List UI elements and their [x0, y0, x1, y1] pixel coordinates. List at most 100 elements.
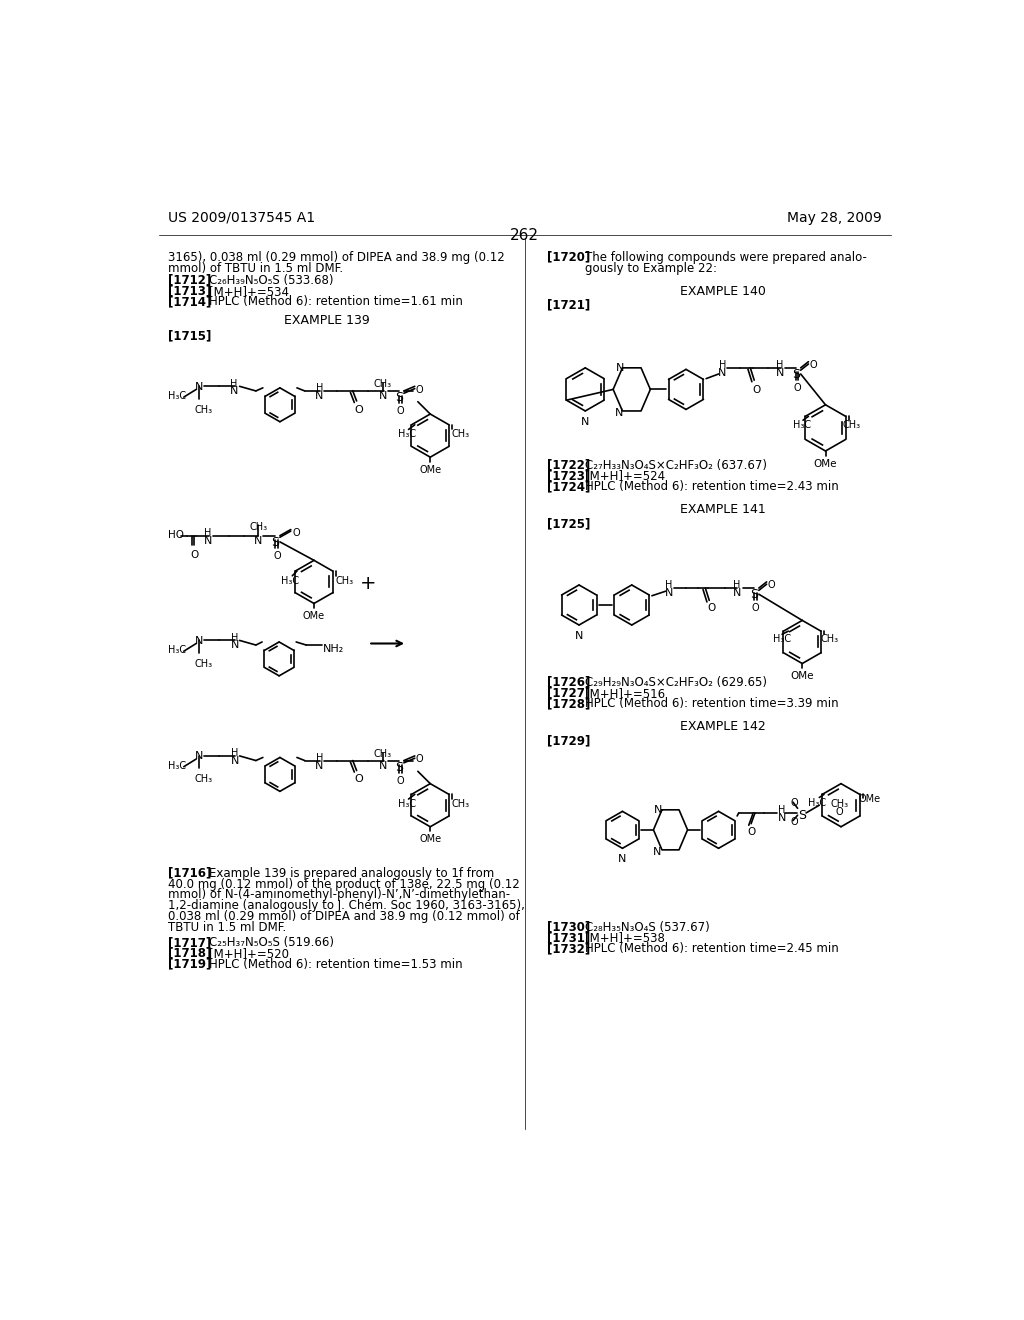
Text: H: H — [666, 581, 673, 590]
Text: N: N — [654, 805, 663, 816]
Text: 3165), 0.038 ml (0.29 mmol) of DIPEA and 38.9 mg (0.12: 3165), 0.038 ml (0.29 mmol) of DIPEA and… — [168, 251, 505, 264]
Text: N: N — [616, 363, 625, 374]
Text: C₂₈H₃₅N₃O₄S (537.67): C₂₈H₃₅N₃O₄S (537.67) — [586, 921, 710, 933]
Text: OMe: OMe — [303, 611, 325, 622]
Text: [1713]: [1713] — [168, 285, 212, 298]
Text: O: O — [416, 385, 423, 395]
Text: HPLC (Method 6): retention time=1.61 min: HPLC (Method 6): retention time=1.61 min — [209, 296, 463, 309]
Text: C₂₉H₂₉N₃O₄S×C₂HF₃O₂ (629.65): C₂₉H₂₉N₃O₄S×C₂HF₃O₂ (629.65) — [586, 676, 767, 689]
Text: [1728]: [1728] — [547, 697, 590, 710]
Text: [1731]: [1731] — [547, 932, 590, 945]
Text: N: N — [778, 813, 786, 822]
Text: H₃C: H₃C — [809, 797, 826, 808]
Text: N: N — [665, 589, 673, 598]
Text: EXAMPLE 139: EXAMPLE 139 — [284, 314, 370, 327]
Text: O: O — [292, 528, 300, 539]
Text: 1,2-diamine (analogously to J. Chem. Soc 1960, 3163-3165),: 1,2-diamine (analogously to J. Chem. Soc… — [168, 899, 525, 912]
Text: [1732]: [1732] — [547, 942, 590, 956]
Text: N: N — [315, 391, 324, 401]
Text: [1727]: [1727] — [547, 686, 590, 700]
Text: [1721]: [1721] — [547, 298, 590, 312]
Text: [1715]: [1715] — [168, 330, 212, 342]
Text: Example 139 is prepared analogously to 1f from: Example 139 is prepared analogously to 1… — [209, 867, 494, 880]
Text: N: N — [315, 760, 324, 771]
Text: H₃C: H₃C — [773, 635, 791, 644]
Text: N: N — [614, 408, 623, 418]
Text: S: S — [792, 368, 800, 381]
Text: [M+H]+=538: [M+H]+=538 — [586, 932, 666, 945]
Text: N: N — [204, 536, 212, 545]
Text: N: N — [379, 391, 387, 401]
Text: N: N — [230, 387, 239, 396]
Text: H₃C: H₃C — [282, 576, 300, 586]
Text: H: H — [231, 748, 239, 758]
Text: H: H — [230, 379, 238, 388]
Text: H: H — [733, 581, 740, 590]
Text: N: N — [618, 854, 627, 865]
Text: [1729]: [1729] — [547, 734, 590, 747]
Text: H₃C: H₃C — [168, 391, 186, 401]
Text: O: O — [791, 817, 799, 826]
Text: H₃C: H₃C — [793, 420, 811, 430]
Text: HO: HO — [168, 529, 184, 540]
Text: OMe: OMe — [419, 834, 441, 845]
Text: O: O — [752, 603, 760, 614]
Text: CH₃: CH₃ — [374, 748, 392, 759]
Text: N: N — [379, 760, 387, 771]
Text: CH₃: CH₃ — [195, 775, 213, 784]
Text: O: O — [397, 776, 404, 785]
Text: HPLC (Method 6): retention time=2.45 min: HPLC (Method 6): retention time=2.45 min — [586, 942, 839, 956]
Text: [1717]: [1717] — [168, 936, 212, 949]
Text: EXAMPLE 140: EXAMPLE 140 — [680, 285, 766, 298]
Text: [1719]: [1719] — [168, 958, 212, 970]
Text: CH₃: CH₃ — [452, 429, 470, 440]
Text: US 2009/0137545 A1: US 2009/0137545 A1 — [168, 211, 315, 224]
Text: S: S — [271, 536, 280, 549]
Text: [1724]: [1724] — [547, 480, 590, 494]
Text: CH₃: CH₃ — [452, 799, 470, 809]
Text: S: S — [799, 809, 806, 822]
Text: N: N — [775, 368, 784, 378]
Text: CH₃: CH₃ — [830, 799, 849, 809]
Text: O: O — [767, 581, 775, 590]
Text: HPLC (Method 6): retention time=1.53 min: HPLC (Method 6): retention time=1.53 min — [209, 958, 462, 970]
Text: N: N — [581, 417, 590, 428]
Text: [1720]: [1720] — [547, 251, 590, 264]
Text: gously to Example 22:: gously to Example 22: — [586, 261, 717, 275]
Text: C₂₆H₃₉N₅O₅S (533.68): C₂₆H₃₉N₅O₅S (533.68) — [209, 275, 333, 286]
Text: O: O — [273, 552, 282, 561]
Text: EXAMPLE 142: EXAMPLE 142 — [680, 721, 766, 734]
Text: H₃C: H₃C — [397, 429, 416, 440]
Text: O: O — [354, 775, 364, 784]
Text: N: N — [733, 589, 741, 598]
Text: CH₃: CH₃ — [249, 521, 267, 532]
Text: H: H — [204, 528, 212, 539]
Text: OMe: OMe — [858, 795, 881, 804]
Text: N: N — [195, 381, 203, 392]
Text: H: H — [776, 360, 783, 370]
Text: [1725]: [1725] — [547, 517, 590, 531]
Text: S: S — [395, 391, 403, 404]
Text: [1730]: [1730] — [547, 921, 590, 933]
Text: O: O — [748, 826, 756, 837]
Text: TBTU in 1.5 ml DMF.: TBTU in 1.5 ml DMF. — [168, 921, 287, 933]
Text: 40.0 mg (0.12 mmol) of the product of 138e, 22.5 mg (0.12: 40.0 mg (0.12 mmol) of the product of 13… — [168, 878, 520, 891]
Text: H: H — [315, 752, 324, 763]
Text: HPLC (Method 6): retention time=3.39 min: HPLC (Method 6): retention time=3.39 min — [586, 697, 839, 710]
Text: H: H — [315, 383, 324, 393]
Text: +: + — [360, 574, 377, 593]
Text: O: O — [791, 797, 799, 808]
Text: [M+H]+=520: [M+H]+=520 — [209, 946, 289, 960]
Text: O: O — [416, 755, 423, 764]
Text: CH₃: CH₃ — [195, 405, 213, 414]
Text: H: H — [231, 632, 239, 643]
Text: [1723]: [1723] — [547, 470, 590, 483]
Text: N: N — [230, 640, 240, 651]
Text: N: N — [652, 847, 662, 857]
Text: [M+H]+=524: [M+H]+=524 — [586, 470, 666, 483]
Text: CH₃: CH₃ — [374, 379, 392, 389]
Text: [1722]: [1722] — [547, 459, 590, 471]
Text: [1712]: [1712] — [168, 275, 212, 286]
Text: mmol) of N-(4-aminomethyl-phenyl)-N’,N’-dimethylethan-: mmol) of N-(4-aminomethyl-phenyl)-N’,N’-… — [168, 888, 510, 902]
Text: OMe: OMe — [814, 459, 838, 469]
